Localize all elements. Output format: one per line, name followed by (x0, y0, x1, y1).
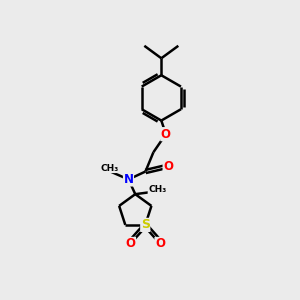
Text: S: S (141, 218, 150, 231)
Text: O: O (125, 237, 136, 250)
Text: N: N (124, 173, 134, 186)
Text: O: O (155, 237, 165, 250)
Text: CH₃: CH₃ (100, 164, 118, 172)
Text: O: O (161, 128, 171, 141)
Text: CH₃: CH₃ (148, 185, 166, 194)
Text: O: O (163, 160, 173, 173)
